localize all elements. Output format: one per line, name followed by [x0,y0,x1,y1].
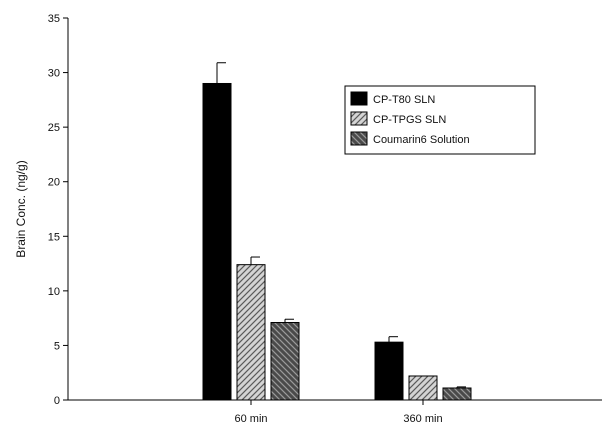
legend-label: CP-TPGS SLN [373,114,446,126]
error-bars [216,62,466,388]
y-tick-label: 15 [48,231,60,243]
x-tick-label: 360 min [403,413,442,425]
legend-swatch [350,91,368,106]
bar [442,387,472,401]
y-tick-label: 30 [48,68,60,80]
legend-box [344,85,536,155]
bar [236,264,266,401]
y-tick-label: 35 [48,13,60,25]
legend-swatch [350,131,368,146]
bar [374,341,404,401]
y-tick-label: 0 [54,395,60,407]
x-tick-label: 60 min [234,413,267,425]
bar [408,375,438,401]
y-axis-label: Brain Conc. (ng/g) [14,160,28,257]
axes: 0 5 10 15 20 25 30 35 60 min 360 min [48,13,602,425]
bars [202,82,472,401]
bar [202,82,232,401]
legend-label: Coumarin6 Solution [373,134,470,146]
y-tick-label: 25 [48,122,60,134]
y-tick-label: 10 [48,286,60,298]
legend-swatch [350,111,368,126]
y-tick-label: 20 [48,177,60,189]
bar [270,322,300,401]
legend-label: CP-T80 SLN [373,94,435,106]
y-tick-label: 5 [54,340,60,352]
legend: CP-T80 SLN CP-TPGS SLN Coumarin6 Solution [344,85,536,155]
